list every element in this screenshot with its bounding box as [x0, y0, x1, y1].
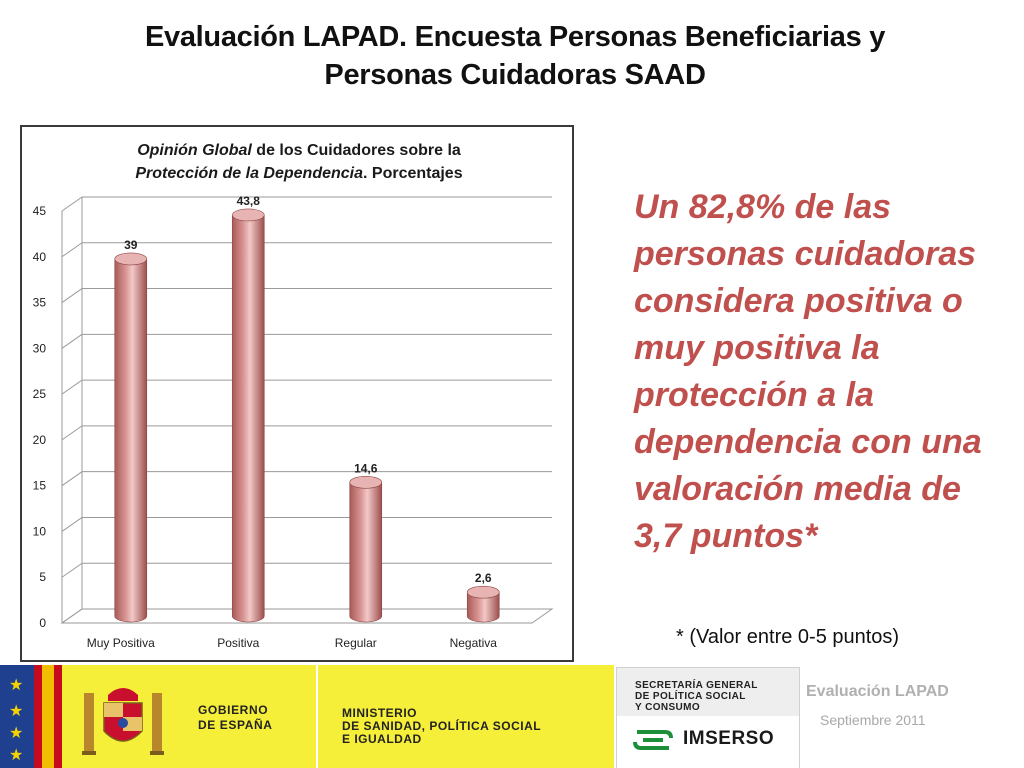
gobierno-text: GOBIERNO DE ESPAÑA — [198, 703, 273, 733]
star-icon: ★ — [9, 747, 24, 764]
secretaria-line1: SECRETARÍA GENERAL — [635, 680, 758, 691]
y-tick-label: 40 — [33, 250, 47, 264]
data-label: 43,8 — [237, 194, 261, 208]
star-icon: ★ — [9, 677, 24, 694]
gridline-depth — [61, 333, 83, 349]
x-tick-label: Positiva — [217, 636, 259, 650]
chart-floor — [60, 608, 554, 624]
chart-title-part-3: Protección de la Dependencia — [135, 165, 363, 182]
bar-regular — [349, 482, 383, 623]
y-tick-label: 10 — [33, 524, 47, 538]
slide-title: Evaluación LAPAD. Encuesta Personas Bene… — [60, 18, 970, 94]
gridline-depth — [61, 288, 83, 303]
chart-title: Opinión Global de los Cuidadores sobre l… — [22, 139, 576, 185]
ministerio-line3: E IGUALDAD — [342, 732, 422, 746]
slide-title-line2: Personas Cuidadoras SAAD — [324, 59, 706, 91]
gobierno-panel: GOBIERNO DE ESPAÑA — [62, 665, 316, 768]
bar-top — [231, 208, 265, 222]
footnote: * (Valor entre 0-5 puntos) — [676, 626, 900, 648]
star-icon: ★ — [9, 703, 24, 720]
secretaria-line3: Y CONSUMO — [635, 702, 701, 713]
gridline-depth — [61, 196, 83, 212]
star-icon: ★ — [9, 725, 24, 742]
footer-evaluacion-label: Evaluación LAPAD — [806, 683, 949, 700]
bar-negativa — [466, 591, 500, 623]
ministerio-line2: DE SANIDAD, POLÍTICA SOCIAL — [342, 719, 542, 733]
gridline-depth — [61, 242, 83, 258]
secretaria-panel: SECRETARÍA GENERAL DE POLÍTICA SOCIAL Y … — [616, 667, 800, 768]
y-tick-label: 35 — [33, 296, 47, 310]
bar-top — [466, 585, 500, 599]
gridline-depth — [61, 425, 83, 441]
y-tick-label: 45 — [33, 204, 47, 218]
imserso-text: IMSERSO — [683, 728, 775, 749]
chart-title-part-4: . Porcentajes — [363, 165, 463, 182]
y-tick-label: 0 — [39, 616, 46, 630]
secretaria-text: SECRETARÍA GENERAL DE POLÍTICA SOCIAL Y … — [635, 680, 758, 713]
bar-muy-positiva — [114, 258, 148, 623]
imserso-logo: IMSERSO — [617, 716, 799, 768]
data-label: 39 — [124, 238, 138, 252]
spain-flag-icon — [34, 665, 62, 768]
chart-title-part-1: Opinión Global — [137, 142, 252, 159]
ministerio-panel: MINISTERIO DE SANIDAD, POLÍTICA SOCIAL E… — [318, 665, 614, 768]
x-tick-label: Muy Positiva — [87, 636, 155, 650]
y-tick-label: 5 — [39, 570, 46, 584]
coat-of-arms-icon — [82, 688, 164, 755]
gridline-depth — [61, 471, 83, 487]
chart-canvas: 0 5 10 15 20 25 30 35 40 45 39 Muy Positiva 43,8 Posi… — [33, 194, 554, 650]
secretaria-line2: DE POLÍTICA SOCIAL — [635, 691, 746, 702]
ministerio-line1: MINISTERIO — [342, 706, 418, 720]
imserso-icon — [633, 730, 673, 750]
bar-chart: 0 5 10 15 20 25 30 35 40 45 39 Muy Positiva 43,8 Posi… — [20, 125, 574, 662]
y-tick-label: 20 — [33, 433, 47, 447]
slide-title-line1: Evaluación LAPAD. Encuesta Personas Bene… — [144, 21, 886, 53]
gridline-depth — [61, 562, 83, 578]
data-label: 2,6 — [475, 571, 492, 585]
gobierno-line1: GOBIERNO — [198, 703, 269, 717]
y-tick-label: 15 — [33, 479, 47, 493]
data-label: 14,6 — [354, 461, 378, 475]
gridline-depth — [61, 517, 83, 532]
gridline-depth — [61, 379, 83, 395]
bar-positiva — [231, 214, 265, 623]
y-tick-label: 30 — [33, 341, 47, 355]
bar-top — [114, 252, 148, 266]
x-tick-label: Regular — [335, 636, 377, 650]
takeaway-text: Un 82,8% de las personas cuidadoras cons… — [634, 188, 982, 555]
y-tick-label: 25 — [33, 387, 47, 401]
gobierno-line2: DE ESPAÑA — [198, 718, 273, 732]
footer-logos: ★ ★ ★ ★ GOBIERNO DE ESPAÑA MINISTERIO DE… — [0, 665, 1024, 768]
chart-title-part-2: de los Cuidadores sobre la — [251, 142, 461, 159]
ministerio-text: MINISTERIO DE SANIDAD, POLÍTICA SOCIAL E… — [342, 707, 541, 746]
footer-date: Septiembre 2011 — [820, 712, 926, 728]
x-tick-label: Negativa — [450, 636, 498, 650]
eu-flag-icon: ★ ★ ★ ★ — [0, 665, 34, 768]
bar-top — [349, 476, 383, 489]
